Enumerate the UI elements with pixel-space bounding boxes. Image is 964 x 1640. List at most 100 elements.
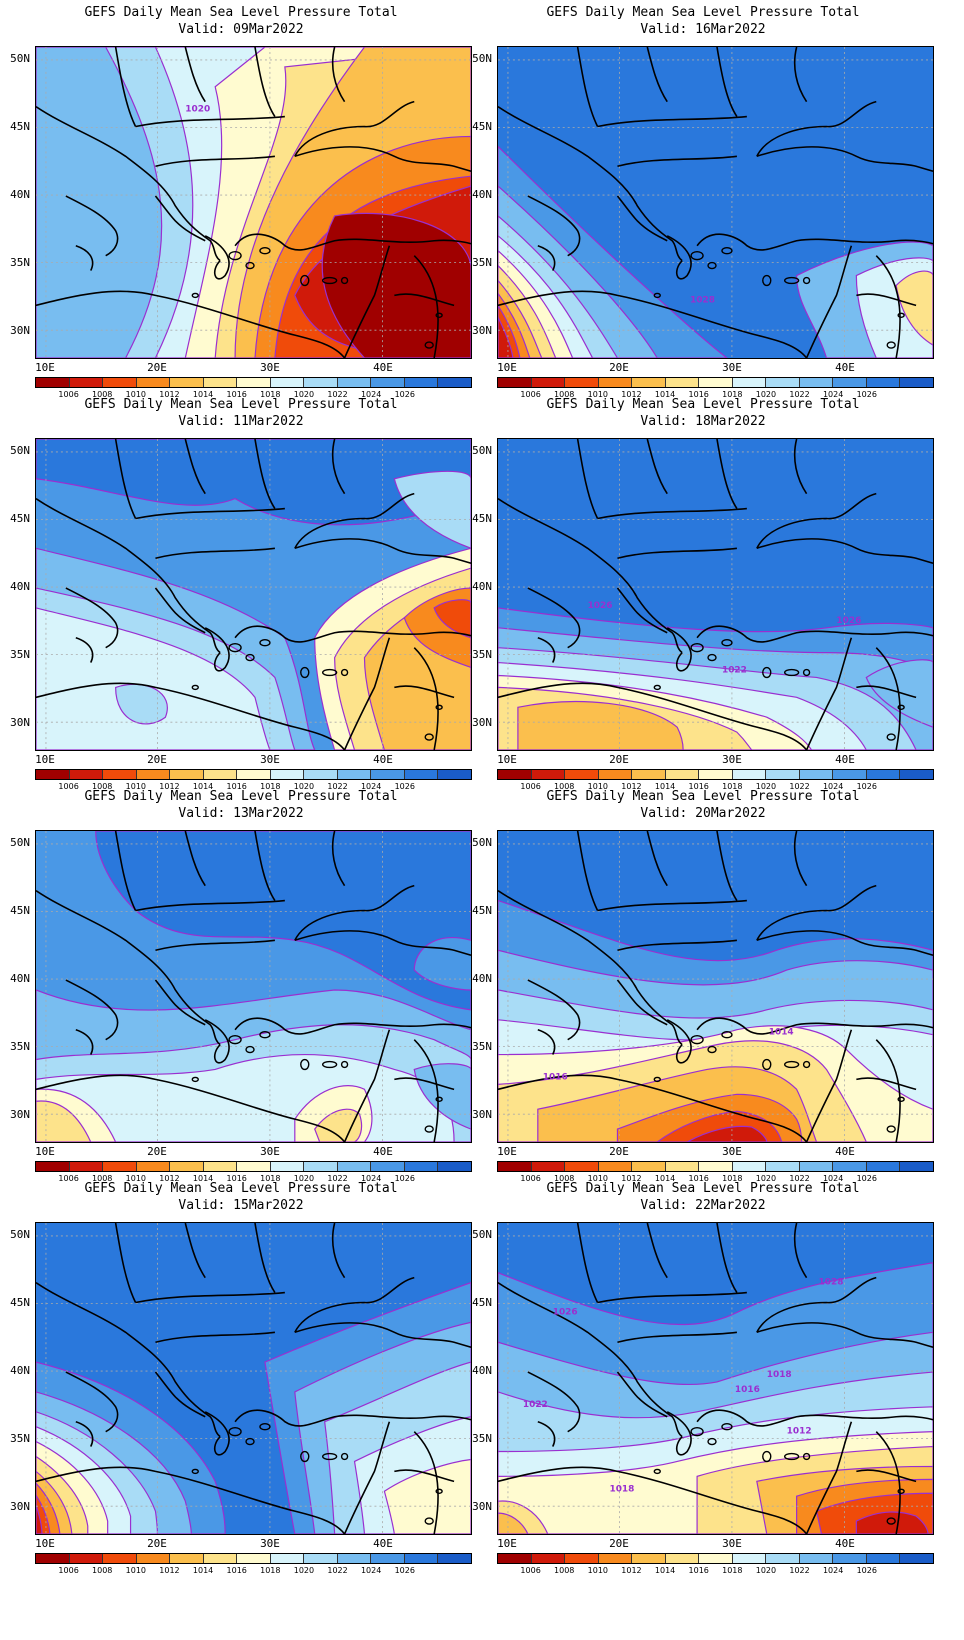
isobar-label: 1026 — [588, 601, 613, 611]
longitude-tick-label: 20E — [147, 753, 167, 766]
lat-lon-grid — [36, 47, 471, 358]
pressure-band — [855, 1511, 929, 1534]
colorbar-swatch — [337, 1162, 372, 1171]
colorbar-swatch — [337, 378, 372, 387]
colorbar-label: 1016 — [226, 390, 247, 399]
pressure-band — [686, 1125, 768, 1142]
colorbar — [35, 1553, 472, 1564]
colorbar-swatch — [304, 1554, 338, 1563]
longitude-tick-label: 10E — [497, 361, 517, 374]
colorbar-swatch — [404, 1554, 439, 1563]
colorbar-swatch — [36, 1554, 70, 1563]
pressure-band — [36, 439, 471, 526]
latitude-tick-label: 50N — [10, 836, 30, 849]
colorbar-label: 1024 — [822, 1174, 844, 1183]
colorbar-swatch — [632, 1162, 666, 1171]
colorbar-label: 1024 — [822, 782, 844, 791]
colorbar-label: 1024 — [360, 782, 382, 791]
pressure-band — [413, 1063, 471, 1130]
colorbar-label: 1014 — [654, 1566, 676, 1575]
latitude-tick-label: 30N — [10, 324, 30, 337]
lat-lon-grid — [498, 831, 933, 1142]
colorbar-swatch — [900, 1162, 933, 1171]
longitude-tick-label: 20E — [609, 1537, 629, 1550]
latitude-tick-label: 30N — [10, 1500, 30, 1513]
pressure-band — [498, 316, 514, 358]
colorbar-label: 1014 — [192, 1566, 214, 1575]
colorbar-swatch — [498, 770, 532, 779]
colorbar-swatch — [103, 378, 137, 387]
map-panel: GEFS Daily Mean Sea Level Pressure Total… — [0, 0, 482, 410]
colorbar-swatch — [531, 1554, 566, 1563]
colorbar-label: 1012 — [621, 1566, 642, 1575]
colorbar-swatch — [438, 770, 471, 779]
colorbar-label: 1022 — [327, 782, 348, 791]
colorbar-swatch — [766, 378, 800, 387]
longitude-tick-label: 40E — [835, 753, 855, 766]
latitude-tick-label: 40N — [472, 580, 492, 593]
panel-valid-date: Valid: 11Mar2022 — [178, 414, 304, 429]
colorbar-label: 1014 — [654, 390, 676, 399]
colorbar-swatch — [900, 1554, 933, 1563]
colorbar-label: 1016 — [688, 1174, 709, 1183]
colorbar-label: 1010 — [125, 390, 147, 399]
colorbar-swatch — [136, 1162, 171, 1171]
panel-valid-date: Valid: 16Mar2022 — [640, 22, 766, 37]
colorbar-swatch — [371, 1554, 405, 1563]
isobar-label: 1026 — [553, 1307, 578, 1317]
colorbar-label: 1014 — [654, 782, 676, 791]
panel-valid-date: Valid: 22Mar2022 — [640, 1198, 766, 1213]
colorbar-swatch — [69, 1554, 104, 1563]
colorbar-label: 1026 — [394, 390, 415, 399]
colorbar-swatch — [833, 378, 867, 387]
colorbar-label: 1006 — [58, 782, 79, 791]
colorbar-swatch — [337, 1554, 372, 1563]
colorbar-label: 1008 — [92, 782, 113, 791]
pressure-band — [36, 1100, 92, 1142]
pressure-band — [433, 599, 471, 639]
colorbar-swatch — [36, 1162, 70, 1171]
latitude-tick-label: 45N — [472, 1296, 492, 1309]
colorbar-swatch — [498, 1554, 532, 1563]
latitude-tick-label: 35N — [10, 1040, 30, 1053]
longitude-tick-label: 10E — [35, 753, 55, 766]
colorbar-swatch — [699, 1162, 733, 1171]
isobar-label: 1022 — [722, 666, 747, 676]
isobar-label: 1020 — [185, 105, 210, 115]
colorbar-swatch — [900, 378, 933, 387]
colorbar-swatch — [337, 770, 372, 779]
longitude-tick-label: 40E — [835, 1537, 855, 1550]
colorbar-swatch — [438, 1554, 471, 1563]
coastlines — [498, 47, 933, 358]
colorbar-swatch — [866, 378, 901, 387]
colorbar — [35, 1161, 472, 1172]
pressure-band — [517, 701, 684, 750]
colorbar-label: 1016 — [688, 1566, 709, 1575]
colorbar-swatch — [136, 378, 171, 387]
colorbar-swatch — [866, 1554, 901, 1563]
colorbar-label: 1020 — [755, 782, 777, 791]
latitude-tick-label: 35N — [472, 256, 492, 269]
pressure-band — [383, 1458, 471, 1534]
coastlines — [36, 831, 471, 1142]
colorbar-label: 1020 — [293, 390, 315, 399]
latitude-tick-label: 45N — [10, 1296, 30, 1309]
coastlines — [498, 831, 933, 1142]
colorbar — [497, 377, 934, 388]
colorbar-label: 1024 — [360, 390, 382, 399]
colorbar-swatch — [170, 1162, 204, 1171]
longitude-tick-label: 20E — [609, 1145, 629, 1158]
colorbar-swatch — [732, 770, 767, 779]
colorbar-swatch — [598, 378, 633, 387]
colorbar-swatch — [203, 1162, 238, 1171]
colorbar-swatch — [170, 1554, 204, 1563]
colorbar-label: 1012 — [159, 782, 180, 791]
colorbar-swatch — [833, 1554, 867, 1563]
colorbar-label: 1026 — [856, 1566, 877, 1575]
colorbar-swatch — [270, 1554, 305, 1563]
pressure-band — [321, 212, 471, 358]
colorbar-swatch — [866, 770, 901, 779]
isobar-label: 1028 — [819, 1278, 844, 1288]
longitude-tick-label: 30E — [260, 753, 280, 766]
colorbar-label: 1018 — [722, 782, 743, 791]
